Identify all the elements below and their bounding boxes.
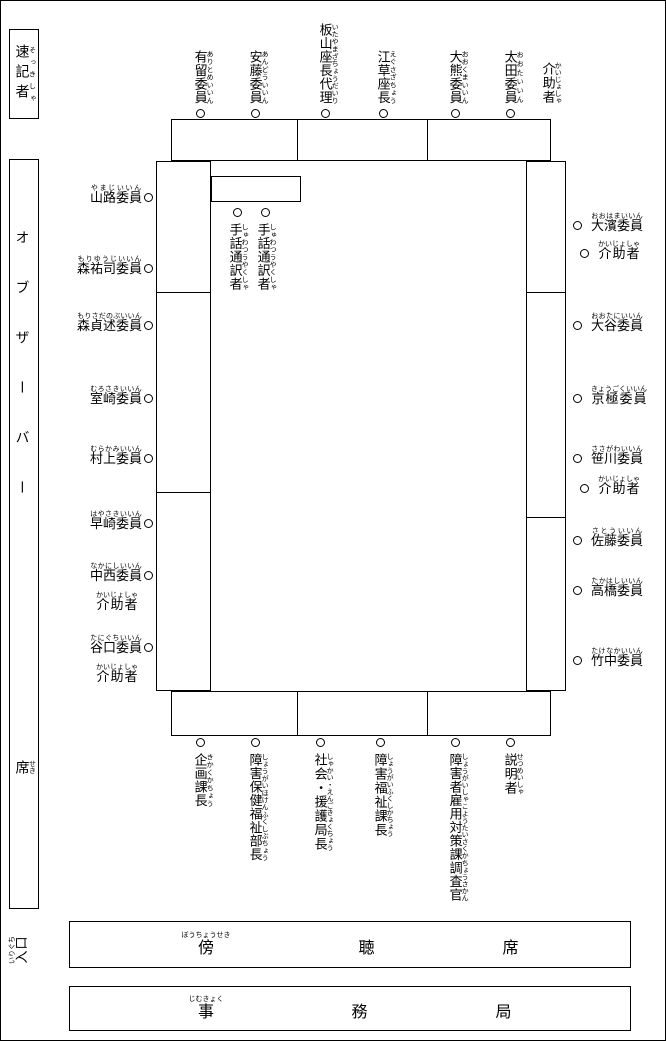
stenographer-label: 速記者 そっきしゃ [13, 44, 37, 104]
stenographer-box: 速記者 そっきしゃ [9, 29, 39, 119]
entrance-label: 入口いりぐち [8, 936, 30, 964]
seat-circle [144, 193, 153, 202]
seat-circle [144, 454, 153, 463]
table-divider [297, 692, 298, 735]
seat-circle [144, 321, 153, 330]
seat-circle [251, 109, 260, 118]
interpreter-seat-circle [233, 208, 242, 217]
interpreter-desk [211, 176, 301, 202]
seat-circle [316, 738, 325, 747]
seat-label-right: 佐藤委員さとういいん [591, 527, 644, 549]
seat-label-top: 太田委員 おおたいいん [501, 50, 525, 104]
seat-circle [379, 109, 388, 118]
seat-circle [573, 454, 582, 463]
seat-circle [573, 536, 582, 545]
seat-label-top: 江草座長 えぐさざちょう [374, 50, 398, 104]
table-divider [527, 517, 565, 518]
gallery-box: 傍ぼうちょうせき 聴 席 [69, 921, 631, 968]
observer-label: オブザーバー席 せき [13, 230, 37, 774]
seat-circle [506, 109, 515, 118]
seat-circle [573, 321, 582, 330]
seat-label-bottom: 企画課長 きかくかちょう [191, 753, 215, 807]
seat-label-right: 大濱委員おおはまいいん [591, 212, 644, 234]
seat-circle [573, 394, 582, 403]
seat-circle [580, 249, 589, 258]
seat-label-right: 京極委員きょうごくいいん [591, 385, 647, 407]
seat-label-left: 森貞述委員もりさだのぶいいん [76, 312, 142, 334]
seat-label-right: 高橋委員たかはしいいん [591, 577, 644, 599]
seat-circle [196, 109, 205, 118]
seat-circle [144, 643, 153, 652]
seat-label-right: 大谷委員おおたにいいん [591, 312, 644, 334]
table-divider [297, 120, 298, 160]
seat-label-top: 安藤委員 あんどういいん [246, 50, 270, 104]
table-divider [427, 120, 428, 160]
secretariat-label: 事じむきょく 務 局 [188, 995, 512, 1022]
seat-label-bottom: 障害福祉課長 しょうがいふくしかちょう [371, 753, 395, 837]
seat-circle [144, 264, 153, 273]
seat-circle [144, 394, 153, 403]
seat-label-right: 介助者かいじょしゃ [598, 475, 640, 497]
seat-circle [580, 484, 589, 493]
seat-label-top: 大熊委員 おおくまいいん [446, 50, 470, 104]
seat-label-left: 中西委員なかにしいいん [89, 562, 142, 584]
seat-circle [321, 109, 330, 118]
gallery-label: 傍ぼうちょうせき 聴 席 [181, 931, 519, 958]
seat-circle [506, 738, 515, 747]
table-band-bottom [171, 691, 551, 736]
table-band-right [526, 161, 566, 691]
seat-circle [196, 738, 205, 747]
seat-label-bottom: 説明者 せつめいしゃ [501, 753, 525, 795]
seat-circle [573, 656, 582, 665]
table-divider [527, 292, 565, 293]
seat-circle [451, 738, 460, 747]
seat-circle [144, 571, 153, 580]
seat-label-top: 板山座長代理 いたやまざちょうだいり [316, 23, 340, 104]
seat-label-left: 山路委員やまじいいん [89, 184, 142, 206]
seat-label-left: 森祐司委員もりゆうじいいん [76, 255, 142, 277]
seat-label-bottom: 障害保健福祉部長 しょうがいほけんふくしぶちょう [246, 753, 270, 861]
seat-circle [573, 586, 582, 595]
seat-label-bottom: 障害者雇用対策課調査官 しょうがいしゃこようたいさくかちょうさかん [446, 753, 470, 902]
seat-label-left: 村上委員むらかみいいん [89, 445, 142, 467]
table-band-left [156, 161, 211, 691]
seat-label-left: 介助者かいじょしゃ [96, 663, 138, 685]
seat-circle [251, 738, 260, 747]
seat-circle [376, 738, 385, 747]
secretariat-box: 事じむきょく 務 局 [69, 986, 631, 1031]
observer-box: オブザーバー席 せき [9, 159, 39, 909]
interpreter-seat-circle [261, 208, 270, 217]
table-divider [157, 492, 210, 493]
seat-label-right: 介助者かいじょしゃ [598, 240, 640, 262]
seat-circle [144, 519, 153, 528]
table-divider [427, 692, 428, 735]
interpreter-label: 手話通訳者 しゅわつうやくしゃ [254, 223, 278, 291]
seat-label-top: 介助者 かいじょしゃ [539, 62, 563, 104]
seat-circle [451, 109, 460, 118]
seat-label-left: 室崎委員むろさきいいん [89, 385, 142, 407]
seat-label-left: 谷口委員たにぐちいいん [89, 634, 142, 656]
interpreter-label: 手話通訳者 しゅわつうやくしゃ [226, 223, 250, 291]
seat-label-right: 竹中委員たけなかいいん [591, 647, 644, 669]
seat-label-right: 笹川委員ささがわいいん [591, 445, 644, 467]
seat-label-bottom: 社会・援護局長 しゃかい・えんごきょくちょう [311, 753, 335, 851]
table-divider [157, 292, 210, 293]
seat-circle [573, 221, 582, 230]
seat-label-top: 有留委員 ありとめいいん [191, 50, 215, 104]
seat-label-left: 介助者かいじょしゃ [96, 591, 138, 613]
table-band-top [171, 119, 551, 161]
seat-label-left: 早崎委員はやさきいいん [89, 510, 142, 532]
